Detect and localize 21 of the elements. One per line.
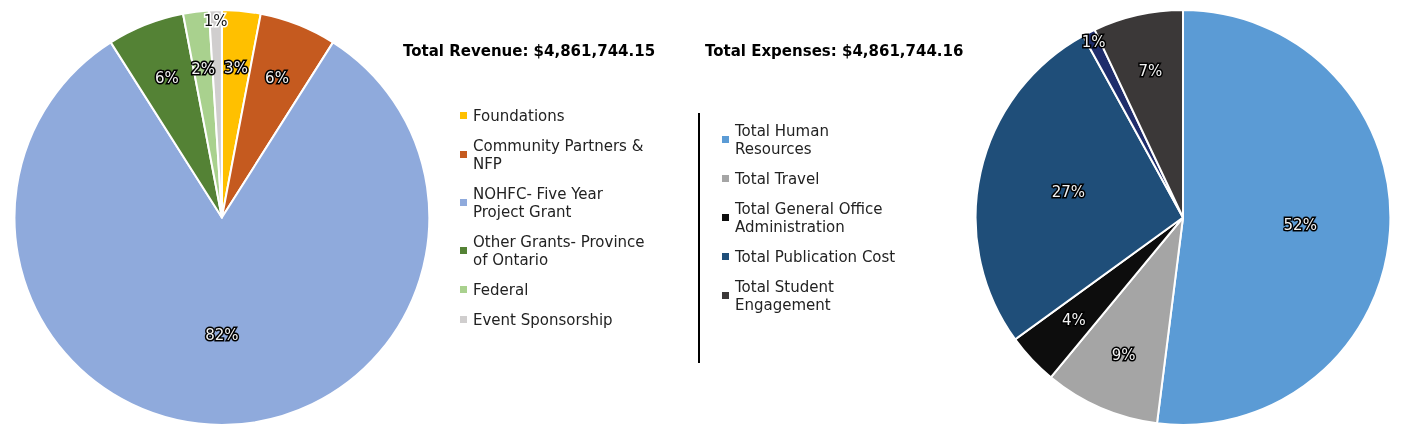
data-label: 82% [205,325,239,344]
legend-label: Total General Office Administration [734,199,888,236]
data-label: 6% [154,69,179,88]
legend-label: Total Travel [734,169,820,188]
legend-label: Community Partners & NFP [473,136,649,173]
data-label: 3% [224,59,248,78]
data-label: 4% [1062,310,1086,329]
data-label: 7% [1138,62,1163,81]
legend-label: Total Student Engagement [734,277,839,314]
data-label: 27% [1051,182,1086,201]
legend-label: Other Grants- Province of Ontario [473,232,650,269]
legend-label: NOHFC- Five Year Project Grant [473,184,608,221]
legend-label: Foundations [473,106,565,125]
text: Total Revenue: $4,861,744.15 [403,41,656,60]
legend-label: Federal [473,280,529,299]
text: Total Expenses: $4,861,744.16 [705,41,964,60]
data-label: 52% [1283,215,1317,234]
legend-label: Total Publication Cost [734,247,896,266]
data-label: 6% [265,69,289,88]
legend-label: Event Sponsorship [473,310,613,329]
legend-label: Total Human Resources [734,121,834,158]
